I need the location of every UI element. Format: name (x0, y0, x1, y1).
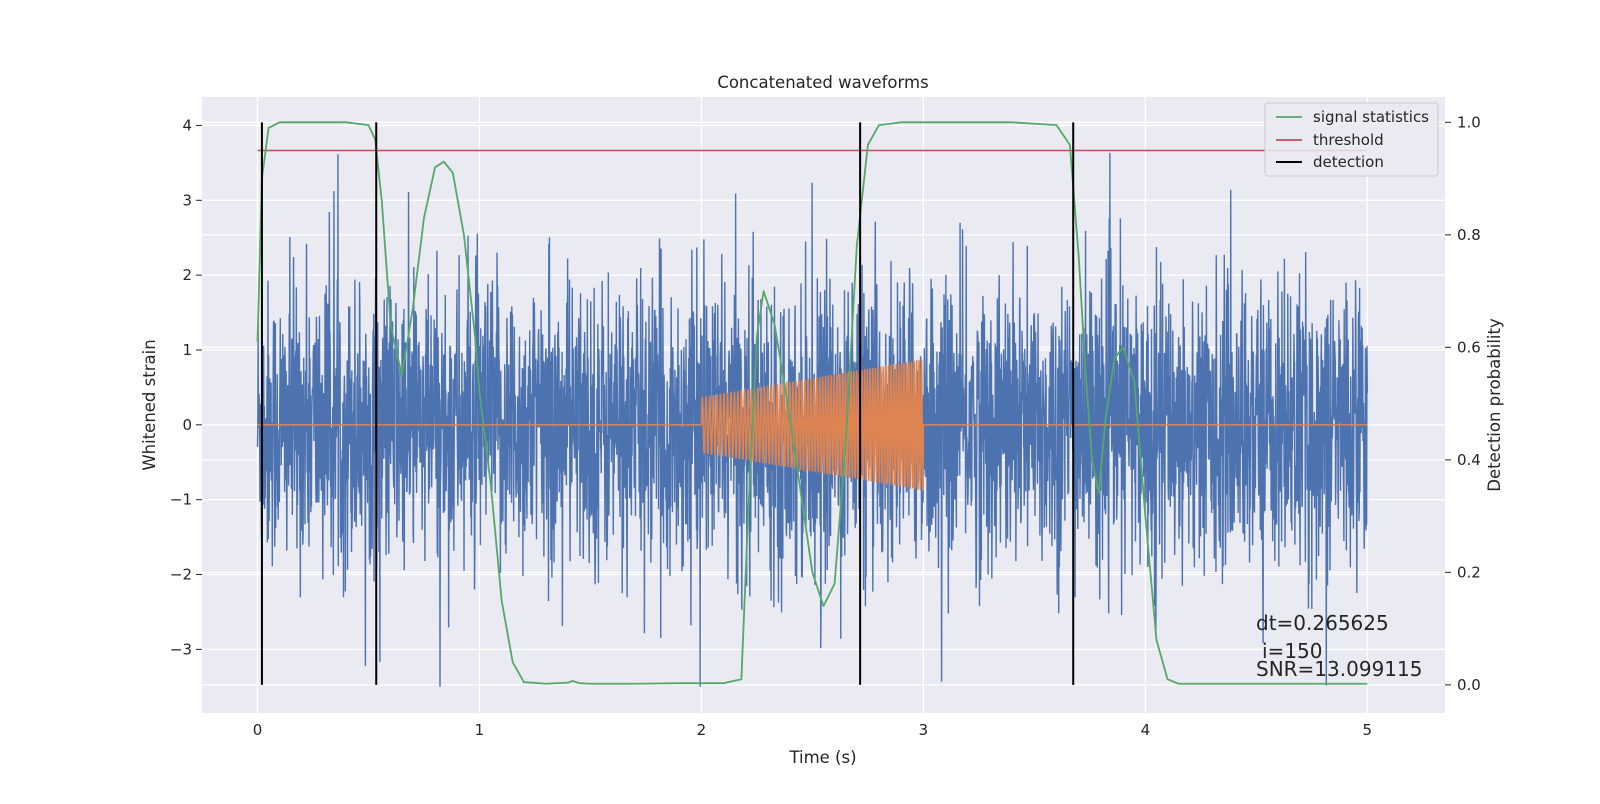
annotation-snr: SNR=13.099115 (1256, 657, 1422, 681)
annotation-i: i=150 (1262, 639, 1323, 663)
legend-label-signal-statistics: signal statistics (1313, 108, 1429, 126)
y-axis-label: Whitened strain (140, 339, 159, 470)
x-tick-label: 3 (919, 721, 929, 739)
injection-line (257, 359, 1368, 491)
y-right-tick-label: 1.0 (1457, 113, 1481, 131)
y-right-tick-label: 0.2 (1457, 563, 1481, 581)
legend: signal statistics threshold detection (1264, 102, 1439, 177)
y-right-tick-label: 0.6 (1457, 338, 1481, 356)
x-axis-label: Time (s) (788, 748, 856, 767)
legend-box (1264, 102, 1439, 177)
signal-statistics-line (256, 121, 1368, 685)
chart-title: Concatenated waveforms (717, 73, 928, 92)
y-tick-label: 4 (182, 116, 192, 134)
y-tick-label: −2 (170, 566, 192, 584)
y-right-tick-label: 0.4 (1457, 451, 1481, 469)
ticks: 0 1 2 3 4 5 −3 −2 −1 0 1 2 3 4 0.0 0.2 0.4 0.6 0.8 1.0 (170, 113, 1481, 739)
y-right-axis-label: Detection probability (1485, 318, 1504, 492)
signal-statistics-series (256, 121, 1368, 685)
x-tick-label: 4 (1141, 721, 1151, 739)
y-right-tick-label: 0.0 (1457, 676, 1481, 694)
x-tick-label: 0 (253, 721, 263, 739)
legend-label-detection: detection (1313, 153, 1384, 171)
x-tick-label: 2 (697, 721, 707, 739)
x-tick-label: 1 (475, 721, 485, 739)
injection-series (257, 359, 1368, 491)
detection-series (260, 122, 1075, 685)
y-tick-label: −1 (170, 491, 192, 509)
y-tick-label: 0 (182, 416, 192, 434)
legend-label-threshold: threshold (1313, 131, 1384, 149)
x-tick-label: 5 (1363, 721, 1373, 739)
y-tick-label: 1 (182, 341, 192, 359)
y-tick-label: 2 (182, 266, 192, 284)
y-tick-label: 3 (182, 191, 192, 209)
y-right-tick-label: 0.8 (1457, 226, 1481, 244)
y-tick-label: −3 (170, 640, 192, 658)
annotation-dt: dt=0.265625 (1256, 611, 1389, 635)
